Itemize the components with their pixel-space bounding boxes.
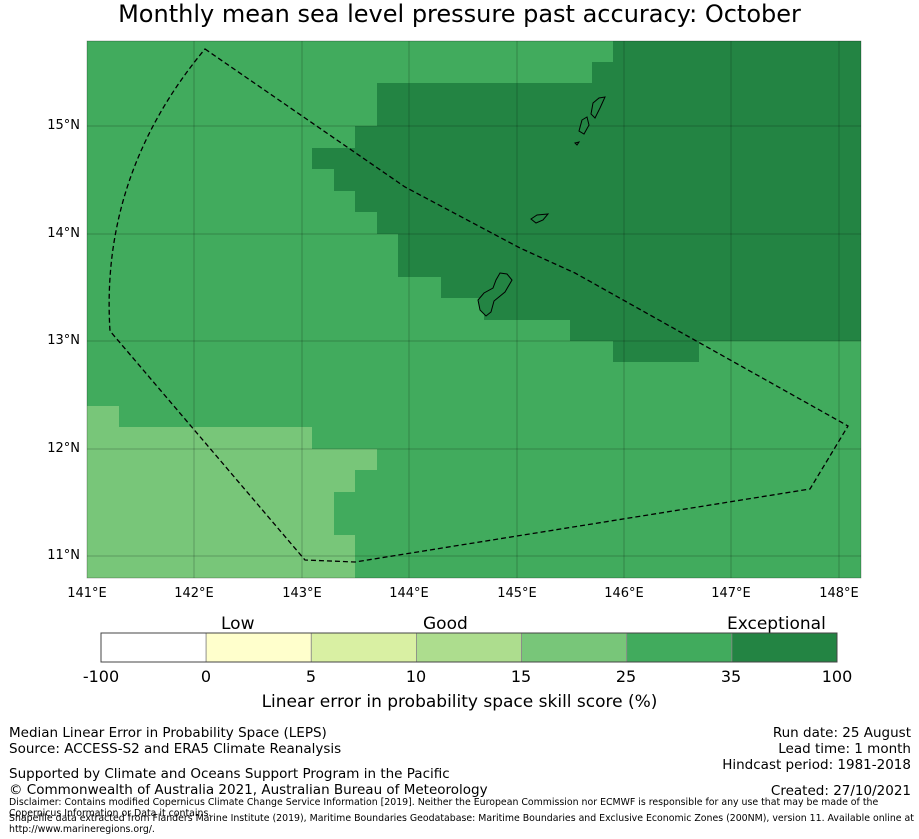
- lon-tick: 142°E: [174, 586, 214, 601]
- run-date: Run date: 25 August: [772, 725, 911, 741]
- lon-tick: 145°E: [497, 586, 537, 601]
- lat-tick: 15°N: [47, 118, 80, 133]
- colorbar-tick: 35: [720, 667, 742, 686]
- colorbar-tick: 0: [200, 667, 212, 686]
- footer-shapefile: Shapefile data extracted from Flanders M…: [9, 813, 914, 835]
- lat-tick: 11°N: [47, 548, 80, 563]
- island-aguijan: [574, 141, 581, 146]
- footer-support: Supported by Climate and Oceans Support …: [9, 766, 450, 782]
- colorbar-tick: 5: [305, 667, 317, 686]
- skill-zone-fair: [87, 406, 377, 578]
- footer-copyright: © Commonwealth of Australia 2021, Austra…: [9, 782, 488, 798]
- hindcast-period: Hindcast period: 1981-2018: [722, 757, 911, 773]
- legend-category-exceptional: Exceptional: [727, 614, 826, 634]
- colorbar-tick: -100: [82, 667, 120, 686]
- footer-source: Source: ACCESS-S2 and ERA5 Climate Reana…: [9, 741, 342, 757]
- colorbar-swatch: [100, 632, 207, 663]
- lon-tick: 148°E: [819, 586, 859, 601]
- colorbar-tick: 10: [405, 667, 427, 686]
- colorbar-tick: 25: [615, 667, 637, 686]
- colorbar-tick: 100: [821, 667, 853, 686]
- region-outline: [108, 48, 849, 563]
- colorbar-swatch: [416, 632, 522, 663]
- colorbar-swatch: [205, 632, 312, 663]
- lon-tick: 147°E: [711, 586, 751, 601]
- island-saipan: [590, 96, 606, 119]
- lat-tick: 12°N: [47, 441, 80, 456]
- colorbar-swatches: [100, 632, 838, 663]
- island-rota: [530, 213, 550, 224]
- legend-category-good: Good: [423, 614, 468, 634]
- island-tinian: [578, 116, 590, 135]
- colorbar-swatch: [731, 632, 838, 663]
- colorbar-swatch: [521, 632, 628, 663]
- lead-time: Lead time: 1 month: [778, 741, 911, 757]
- colorbar-swatch: [310, 632, 417, 663]
- island-guam: [477, 272, 513, 317]
- lon-tick: 146°E: [604, 586, 644, 601]
- lon-tick: 144°E: [389, 586, 429, 601]
- legend-category-low: Low: [221, 614, 255, 634]
- skill-map: [86, 40, 862, 579]
- map-area: 15°N 14°N 13°N 12°N 11°N 141°E 142°E 143…: [47, 40, 862, 601]
- colorbar-tick: 15: [510, 667, 532, 686]
- lat-tick: 13°N: [47, 333, 80, 348]
- colorbar-swatch: [626, 632, 733, 663]
- lon-tick: 143°E: [282, 586, 322, 601]
- footer-method: Median Linear Error in Probability Space…: [9, 725, 327, 741]
- skill-zone-exceptional: [312, 41, 861, 362]
- map-title: Monthly mean sea level pressure past acc…: [118, 0, 801, 28]
- created-date: Created: 27/10/2021: [770, 783, 911, 799]
- colorbar-label: Linear error in probability space skill …: [261, 692, 658, 712]
- islands: [477, 96, 606, 317]
- colorbar: [100, 632, 838, 663]
- lat-tick: 14°N: [47, 226, 80, 241]
- footer-disclaimer: Disclaimer: Contains modified Copernicus…: [9, 797, 879, 819]
- lon-tick: 141°E: [67, 586, 107, 601]
- graticule: [87, 41, 861, 578]
- map-frame: [86, 40, 862, 579]
